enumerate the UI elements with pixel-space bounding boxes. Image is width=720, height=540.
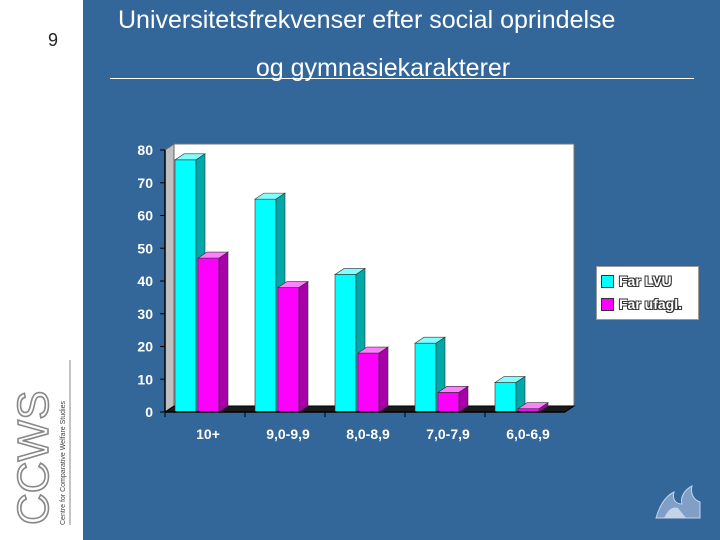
slide-number: 9 xyxy=(47,30,58,50)
bar-side xyxy=(378,346,389,413)
bar-side xyxy=(298,280,309,413)
university-logo-icon xyxy=(650,478,706,522)
y-tick-label: 30 xyxy=(137,306,153,322)
bar-side xyxy=(458,385,469,413)
y-tick-label: 60 xyxy=(137,208,153,224)
legend-swatch-series2 xyxy=(601,297,614,311)
legend: Far LVU Far ufagl. xyxy=(596,266,699,320)
y-tick-label: 0 xyxy=(145,404,153,420)
x-tick-label: 8,0-8,9 xyxy=(346,426,390,442)
x-axis: 10+ 9,0-9,9 8,0-8,9 7,0-7,9 6,0-6,9 xyxy=(164,411,565,442)
bar-front xyxy=(414,342,437,413)
chart-title-line1: Universitetsfrekvenser efter social opri… xyxy=(118,6,616,34)
y-tick-label: 10 xyxy=(137,371,153,387)
y-tick-label: 80 xyxy=(137,142,153,158)
bar-front xyxy=(357,352,380,413)
bar xyxy=(494,375,526,413)
y-tick-label: 40 xyxy=(137,273,153,289)
sidebar xyxy=(0,0,83,540)
ccws-logo: CCWS Centre for Comparative Welfare Stud… xyxy=(8,355,74,530)
x-tick-label: 7,0-7,9 xyxy=(426,426,470,442)
bar-front xyxy=(197,257,220,413)
bar xyxy=(357,346,389,413)
plot-side-wall xyxy=(164,143,175,413)
bar-side xyxy=(218,251,229,413)
bar xyxy=(197,251,229,413)
bar-side xyxy=(538,402,549,413)
bar-front xyxy=(174,159,197,413)
legend-item-series1: Far LVU xyxy=(601,273,672,289)
bar-front xyxy=(494,382,517,413)
y-tick-label: 70 xyxy=(137,175,153,191)
legend-item-series2: Far ufagl. xyxy=(601,296,682,312)
bars xyxy=(174,153,549,413)
legend-label-series2: Far ufagl. xyxy=(619,296,683,312)
x-tick-label: 10+ xyxy=(196,426,220,442)
y-tick-label: 50 xyxy=(137,240,153,256)
bar-front xyxy=(334,274,357,413)
legend-swatch-series1 xyxy=(601,274,614,288)
bar xyxy=(277,280,309,413)
bar xyxy=(437,385,469,413)
x-tick-label: 9,0-9,9 xyxy=(266,426,310,442)
y-axis: 0 10 20 30 40 50 60 70 80 xyxy=(137,142,166,420)
logo-text: Centre for Comparative Welfare Studies xyxy=(60,401,67,525)
x-tick-label: 6,0-6,9 xyxy=(506,426,550,442)
bar-front xyxy=(277,287,300,413)
legend-label-series1: Far LVU xyxy=(619,273,672,289)
logo-letters: CCWS xyxy=(9,391,58,525)
bar xyxy=(517,402,549,413)
bar-front xyxy=(437,392,460,413)
bar-front xyxy=(254,198,277,413)
title-underline xyxy=(110,78,694,79)
y-tick-label: 20 xyxy=(137,339,153,355)
chart-title-line2: og gymnasiekarakterer xyxy=(255,54,511,82)
